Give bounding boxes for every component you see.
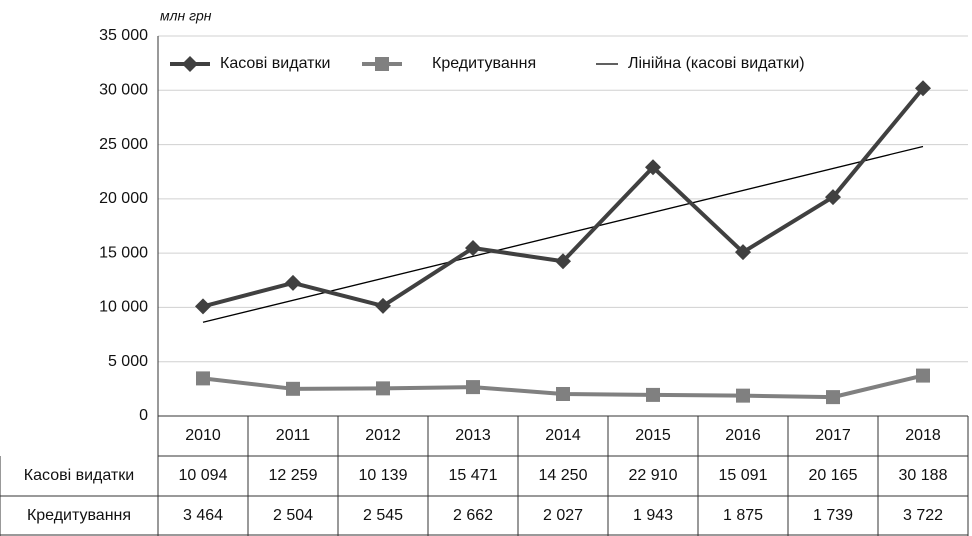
table-value: 2 027 [543, 507, 583, 524]
marker [285, 274, 301, 291]
table-value: 3 464 [183, 507, 223, 524]
y-tick-label: 20 000 [99, 190, 148, 207]
x-tick-label: 2014 [545, 427, 581, 444]
marker [376, 381, 390, 396]
marker [825, 189, 841, 206]
table-value: 2 545 [363, 507, 403, 524]
table-value: 12 259 [269, 467, 318, 484]
table-value: 14 250 [539, 467, 588, 484]
x-tick-label: 2012 [365, 427, 401, 444]
marker [286, 381, 300, 396]
table-value: 3 722 [903, 507, 943, 524]
table-value: 30 188 [899, 467, 948, 484]
trendline [202, 145, 924, 323]
x-tick-label: 2015 [635, 427, 671, 444]
y-tick-label: 35 000 [99, 27, 148, 44]
marker [556, 386, 570, 401]
marker [646, 387, 660, 402]
marker [182, 56, 198, 72]
table-value: 15 091 [719, 467, 768, 484]
x-tick-label: 2016 [725, 427, 761, 444]
y-tick-label: 10 000 [99, 299, 148, 316]
table-value: 15 471 [449, 467, 498, 484]
line [202, 86, 925, 309]
y-tick-label: 0 [139, 407, 148, 424]
marker [826, 390, 840, 405]
x-tick-label: 2018 [905, 427, 941, 444]
table-value: 1 943 [633, 507, 673, 524]
marker [375, 57, 389, 71]
x-tick-label: 2011 [276, 427, 311, 444]
row-label: Кредитування [27, 507, 131, 524]
table-value: 20 165 [809, 467, 858, 484]
marker [645, 159, 661, 176]
x-tick-label: 2010 [185, 427, 221, 444]
legend-label: Лінійна (касові видатки) [628, 55, 805, 72]
marker [915, 80, 931, 97]
y-tick-label: 25 000 [99, 136, 148, 153]
marker [555, 253, 571, 270]
row-label: Касові видатки [24, 467, 134, 484]
table-value: 1 739 [813, 507, 853, 524]
marker [736, 388, 750, 403]
table-value: 10 139 [359, 467, 408, 484]
y-tick-label: 30 000 [99, 82, 148, 99]
table-value: 2 504 [273, 507, 313, 524]
legend-label: Касові видатки [220, 55, 330, 72]
marker [466, 380, 480, 395]
x-tick-label: 2017 [815, 427, 851, 444]
marker [196, 371, 210, 386]
marker [916, 368, 930, 383]
table-value: 22 910 [629, 467, 678, 484]
marker [195, 298, 211, 315]
y-tick-label: 5 000 [108, 353, 148, 370]
marker [375, 297, 391, 314]
table-value: 10 094 [179, 467, 228, 484]
x-tick-label: 2013 [455, 427, 491, 444]
marker [465, 240, 481, 257]
table-value: 2 662 [453, 507, 493, 524]
legend-label: Кредитування [432, 55, 536, 72]
y-axis-label: млн грн [160, 8, 212, 24]
marker [735, 244, 751, 261]
y-tick-label: 15 000 [99, 244, 148, 261]
table-value: 1 875 [723, 507, 763, 524]
